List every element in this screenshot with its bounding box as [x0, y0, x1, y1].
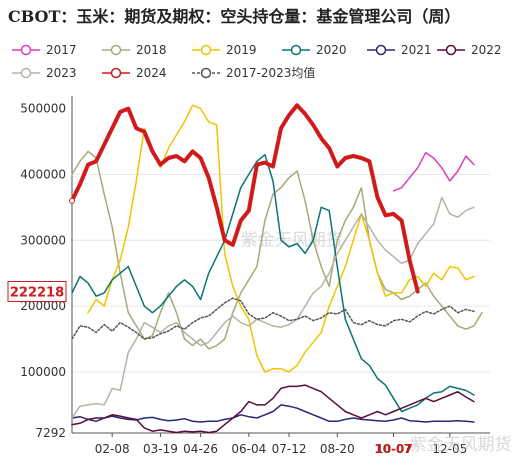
y-tick-label: 400000: [20, 167, 66, 181]
legend-label: 2019: [226, 43, 257, 57]
x-tick-label: 10-07: [376, 442, 411, 456]
series-line-2017: [392, 151, 475, 192]
legend-marker: [290, 44, 302, 56]
x-tick-label: 03-19: [143, 442, 178, 456]
legend-marker: [375, 44, 387, 56]
y-tick-label: 7292: [35, 426, 66, 440]
legend-marker: [200, 44, 212, 56]
series-line-2020: [71, 153, 475, 413]
series-group: [70, 103, 483, 434]
legend-label: 2018: [136, 43, 167, 57]
legend-label: 2017-2023均值: [226, 65, 315, 80]
x-tick-label: 06-04: [231, 442, 266, 456]
legend-label: 2022: [471, 43, 502, 57]
y-tick-label: 500000: [20, 102, 66, 116]
y-tick-label: 100000: [20, 365, 66, 379]
legend-label: 2020: [316, 43, 347, 57]
series-line-2021: [71, 404, 475, 423]
legend-item-2017: 2017: [12, 43, 77, 57]
watermark-text: 紫金天风期货: [410, 435, 512, 455]
legend-label: 2023: [46, 66, 77, 80]
legend-item-2022: 2022: [437, 43, 502, 57]
series-line-2022: [71, 384, 475, 434]
series-line-2017-2023: [71, 297, 475, 340]
last-value-label: 222218: [7, 280, 67, 302]
series-line-2024: [70, 103, 420, 294]
legend-marker: [200, 67, 212, 79]
series-start-marker: [69, 197, 75, 204]
legend-marker: [110, 44, 122, 56]
watermark-text: 紫金天风期货: [241, 231, 343, 251]
last-value-text: 222218: [10, 285, 64, 300]
x-tick-label: 07-12: [272, 442, 307, 456]
x-tick-label: 04-26: [183, 442, 218, 456]
value-labels: 222218 10-07: [7, 197, 413, 456]
legend-marker: [110, 67, 122, 79]
last-value-box: [7, 280, 67, 302]
y-tick-label: 300000: [20, 233, 66, 247]
legend-label: 2021: [401, 43, 432, 57]
x-tick-label: 08-20: [320, 442, 355, 456]
legend-item-2024: 2024: [102, 66, 167, 80]
series-line-2023: [71, 196, 475, 419]
legend-item-2021: 2021: [367, 43, 432, 57]
y-tick-label: 200000: [20, 299, 66, 313]
legend-item-2023: 2023: [12, 66, 77, 80]
legend-item-2019: 2019: [192, 43, 257, 57]
legend-label: 2024: [136, 66, 167, 80]
x-tick-label: 02-08: [95, 442, 130, 456]
legend-marker: [20, 67, 32, 79]
legend-item-2018: 2018: [102, 43, 167, 57]
legend-item-2017-2023: 2017-2023均值: [192, 65, 315, 80]
axes: 500000 400000 300000 200000 100000 7292 02-08 0…: [20, 96, 490, 456]
legend-marker: [20, 44, 32, 56]
legend-item-2020: 2020: [282, 43, 347, 57]
legend-label: 2017: [46, 43, 77, 57]
x-tick-label: 12-05: [432, 442, 467, 456]
legend-marker: [445, 44, 457, 56]
chart-title: CBOT：玉米：期货及期权：空头持仓量：基金管理公司（周）: [8, 7, 460, 26]
x-tick-current: 10-07: [374, 442, 412, 456]
legend: 2017 2018 2019 2020 2021 2022 2023 2024 2017-202…: [12, 43, 502, 80]
